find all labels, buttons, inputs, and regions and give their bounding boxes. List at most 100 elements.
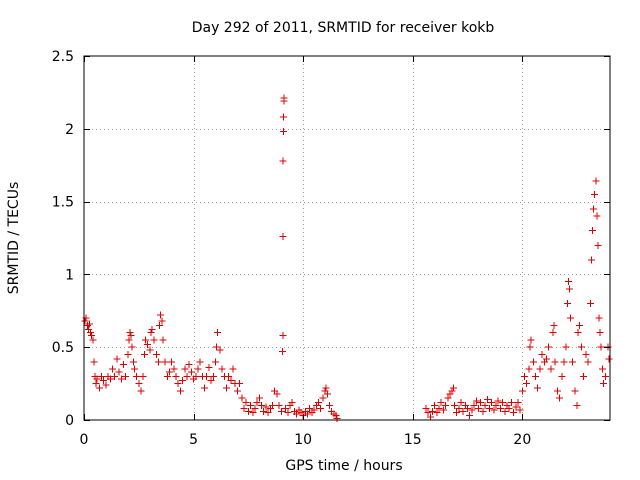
y-tick-label: 2 [65, 122, 74, 138]
data-point [260, 407, 268, 415]
data-point [113, 355, 121, 363]
data-point [207, 377, 215, 385]
data-point [323, 390, 331, 398]
data-point [125, 336, 133, 344]
data-point [592, 177, 600, 185]
y-tick-label: 0 [65, 413, 74, 429]
data-point [605, 355, 613, 363]
data-point [135, 380, 143, 388]
data-point [426, 413, 434, 421]
data-point [127, 332, 135, 340]
data-point [573, 401, 581, 409]
y-tick-label: 1.5 [52, 195, 74, 211]
data-point [81, 317, 89, 325]
data-point [525, 365, 533, 373]
data-marks [81, 94, 613, 423]
data-point [117, 375, 125, 383]
data-point [470, 401, 478, 409]
data-point [468, 406, 476, 414]
data-point [306, 404, 314, 412]
data-point [144, 340, 152, 348]
data-point [181, 365, 189, 373]
data-point [437, 399, 445, 407]
data-point [477, 399, 485, 407]
data-point [505, 404, 513, 412]
x-tick-label: 0 [80, 432, 89, 448]
data-point [564, 278, 572, 286]
data-point [453, 409, 461, 417]
data-point [140, 350, 148, 358]
data-point [553, 387, 561, 395]
data-point [490, 406, 498, 414]
data-point [529, 358, 537, 366]
data-point [95, 384, 103, 392]
y-tick-label: 2.5 [52, 49, 74, 65]
data-point [284, 409, 292, 417]
data-point [442, 401, 450, 409]
data-point [333, 415, 341, 423]
data-point [278, 348, 286, 356]
data-point [216, 346, 224, 354]
data-point [279, 233, 287, 241]
data-point [516, 406, 524, 414]
data-point [565, 285, 573, 293]
chart-title: Day 292 of 2011, SRMTID for receiver kok… [192, 20, 495, 36]
data-point [115, 368, 123, 376]
data-point [268, 401, 276, 409]
data-point [567, 314, 575, 322]
data-point [179, 377, 187, 385]
data-point [222, 384, 230, 392]
data-point [494, 397, 502, 405]
data-point [587, 256, 595, 264]
data-point [459, 407, 467, 415]
data-point [599, 380, 607, 388]
data-point [569, 358, 577, 366]
y-axis-label: SRMTID / TECUs [6, 182, 22, 295]
data-point [448, 387, 456, 395]
data-point [258, 401, 266, 409]
data-point [155, 358, 163, 366]
data-point [147, 329, 155, 337]
data-point [277, 407, 285, 415]
data-point [551, 358, 559, 366]
data-point [593, 212, 601, 220]
data-point [209, 372, 217, 380]
data-point [280, 94, 288, 102]
data-point [279, 128, 287, 136]
data-point [431, 401, 439, 409]
data-point [450, 401, 458, 409]
data-point [139, 372, 147, 380]
data-point [598, 365, 606, 373]
data-point [531, 372, 539, 380]
data-point [563, 300, 571, 308]
x-tick-label: 5 [189, 432, 198, 448]
data-point [319, 394, 327, 402]
data-point [88, 332, 96, 340]
data-point [240, 404, 248, 412]
data-point [536, 365, 544, 373]
data-point [196, 358, 204, 366]
x-axis-label: GPS time / hours [285, 458, 402, 474]
data-point [106, 375, 114, 383]
data-point [124, 350, 132, 358]
data-point [449, 384, 457, 392]
data-point [510, 409, 518, 417]
data-point [485, 404, 493, 412]
data-point [483, 396, 491, 404]
data-point [571, 387, 579, 395]
data-point [87, 329, 95, 337]
data-point [242, 399, 250, 407]
data-point [279, 157, 287, 165]
data-point [264, 409, 272, 417]
data-point [582, 350, 590, 358]
data-point [578, 343, 586, 351]
data-point [596, 329, 604, 337]
data-point [488, 399, 496, 407]
data-point [255, 394, 263, 402]
data-point [439, 406, 447, 414]
data-point [293, 410, 301, 418]
data-point [262, 403, 270, 411]
data-point [424, 409, 432, 417]
